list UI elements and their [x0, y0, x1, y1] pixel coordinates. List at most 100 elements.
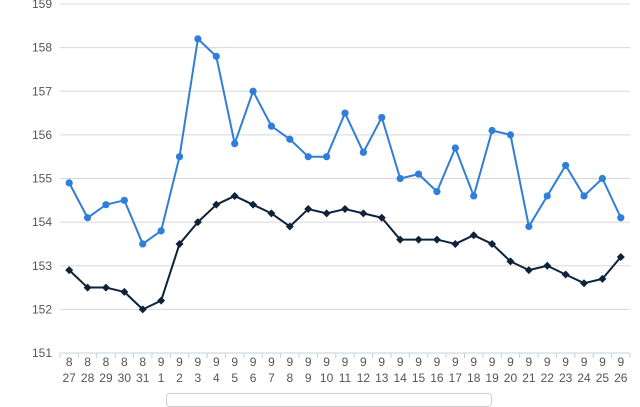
data-point[interactable] [414, 235, 423, 244]
data-point[interactable] [139, 240, 147, 248]
data-point[interactable] [102, 201, 110, 209]
x-tick-day: 1 [158, 371, 165, 385]
data-point[interactable] [359, 209, 368, 218]
data-point[interactable] [83, 283, 92, 292]
y-tick-label: 152 [32, 302, 52, 316]
data-point[interactable] [212, 52, 220, 60]
legend-box [166, 393, 492, 407]
data-point[interactable] [286, 135, 294, 143]
x-tick-month: 9 [434, 355, 441, 369]
data-point[interactable] [322, 209, 331, 218]
data-point[interactable] [506, 131, 515, 139]
data-point[interactable] [83, 214, 92, 222]
data-point[interactable] [432, 235, 441, 244]
data-point[interactable] [249, 87, 257, 95]
data-point[interactable] [598, 174, 607, 183]
data-point[interactable] [451, 239, 460, 248]
x-tick-day: 11 [339, 371, 352, 385]
data-point[interactable] [175, 239, 184, 248]
data-point[interactable] [580, 279, 589, 288]
data-point[interactable] [359, 148, 367, 156]
data-point[interactable] [396, 235, 405, 244]
data-point[interactable] [304, 153, 312, 161]
data-point[interactable] [470, 192, 478, 200]
data-point[interactable] [194, 35, 202, 43]
data-point[interactable] [377, 213, 386, 222]
data-point[interactable] [561, 270, 570, 279]
x-tick-month: 9 [250, 355, 257, 369]
series-1 [65, 35, 625, 248]
grid-lines [60, 3, 630, 354]
x-tick-month: 9 [213, 355, 220, 369]
data-point[interactable] [230, 191, 239, 200]
data-point[interactable] [525, 222, 533, 231]
y-axis: 151 152 153 154 155 156 157 158 159 [32, 0, 52, 360]
data-point[interactable] [506, 257, 515, 266]
data-point[interactable] [285, 222, 294, 231]
data-point[interactable] [562, 161, 570, 170]
data-point[interactable] [543, 192, 551, 200]
x-tick-day: 18 [467, 371, 481, 385]
data-point[interactable] [267, 209, 276, 218]
x-tick-day: 28 [81, 371, 95, 385]
data-point[interactable] [212, 200, 221, 209]
data-point[interactable] [451, 144, 459, 152]
data-point[interactable] [101, 283, 110, 292]
data-point[interactable] [120, 287, 129, 296]
x-tick-day: 27 [63, 371, 77, 385]
data-point[interactable] [341, 109, 349, 117]
data-point[interactable] [616, 253, 625, 262]
data-point[interactable] [341, 205, 349, 214]
data-point[interactable] [138, 305, 147, 314]
x-tick-day: 26 [614, 371, 628, 385]
data-point[interactable] [598, 274, 607, 283]
data-point[interactable] [193, 218, 202, 227]
x-tick-day: 6 [250, 371, 257, 385]
x-tick-month: 9 [397, 355, 404, 369]
x-tick-day: 2 [176, 371, 183, 385]
data-point[interactable] [175, 153, 184, 161]
x-tick-month: 8 [103, 355, 110, 369]
x-tick-month: 9 [507, 355, 514, 369]
x-tick-month: 9 [268, 355, 275, 369]
data-point[interactable] [414, 170, 423, 178]
data-point[interactable] [304, 205, 313, 214]
data-point[interactable] [543, 261, 552, 270]
data-point[interactable] [378, 113, 386, 122]
data-point[interactable] [120, 196, 128, 204]
data-point[interactable] [488, 239, 497, 248]
x-tick-day: 30 [118, 371, 132, 385]
data-point[interactable] [267, 122, 276, 130]
x-tick-month: 9 [342, 355, 349, 369]
data-point[interactable] [469, 231, 478, 240]
x-tick-month: 9 [617, 355, 624, 369]
data-point[interactable] [231, 140, 239, 148]
data-point[interactable] [157, 296, 166, 305]
x-tick-month: 9 [378, 355, 385, 369]
y-tick-label: 158 [32, 41, 52, 55]
data-point[interactable] [488, 126, 496, 135]
x-tick-month: 9 [562, 355, 569, 369]
data-point[interactable] [580, 192, 588, 200]
x-tick-month: 8 [66, 355, 73, 369]
data-point[interactable] [396, 174, 404, 183]
x-tick-day: 21 [522, 371, 536, 385]
data-point[interactable] [433, 187, 441, 196]
data-point[interactable] [157, 227, 165, 235]
y-tick-label: 155 [32, 172, 52, 186]
x-tick-month: 9 [286, 355, 293, 369]
data-point[interactable] [249, 200, 258, 209]
x-tick-day: 13 [375, 371, 389, 385]
y-tick-label: 159 [32, 0, 52, 11]
x-tick-day: 8 [286, 371, 293, 385]
data-point[interactable] [65, 266, 74, 275]
data-point[interactable] [524, 266, 533, 275]
data-point[interactable] [323, 153, 331, 161]
x-tick-day: 4 [213, 371, 220, 385]
x-tick-month: 9 [544, 355, 551, 369]
y-tick-label: 151 [32, 346, 52, 360]
x-tick-day: 29 [99, 371, 113, 385]
data-point[interactable] [65, 179, 73, 187]
x-tick-month: 9 [581, 355, 588, 369]
data-point[interactable] [617, 214, 625, 222]
